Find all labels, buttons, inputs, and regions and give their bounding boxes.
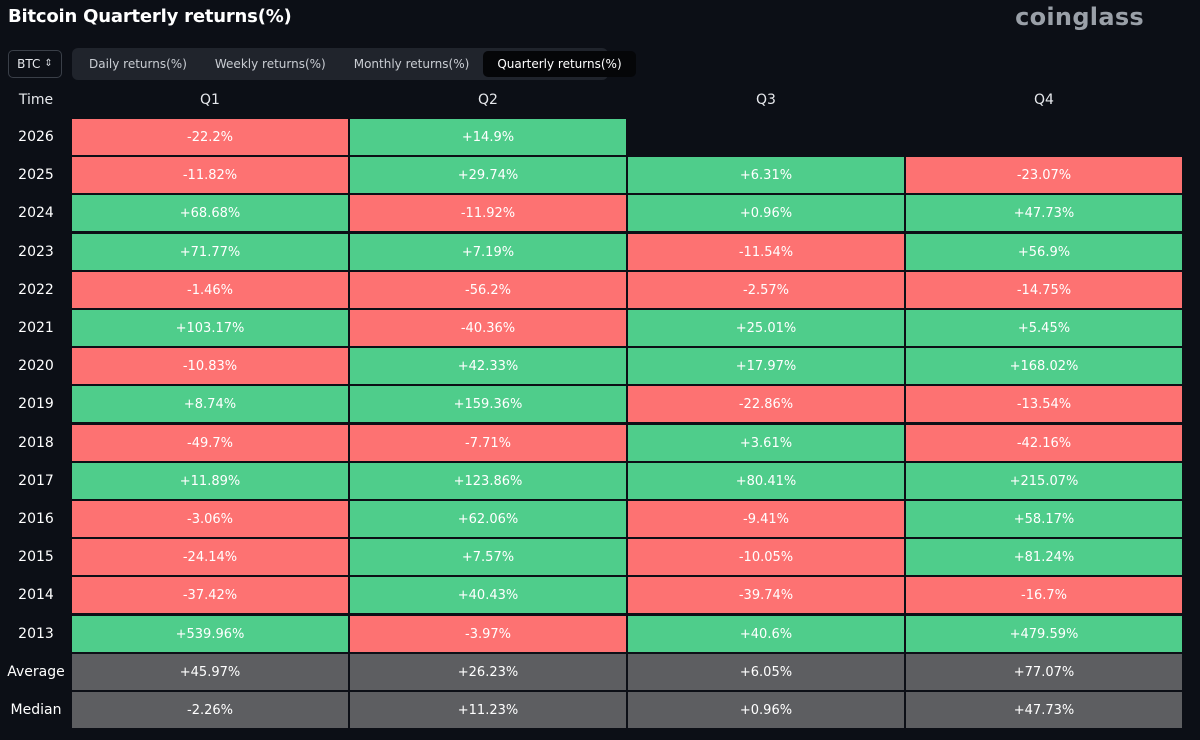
return-cell: +8.74%	[72, 386, 348, 422]
summary-cell: -2.26%	[72, 692, 348, 728]
quarter-column-header: Q3	[756, 92, 776, 108]
year-row-label: 2013	[18, 626, 54, 642]
return-cell: -23.07%	[906, 157, 1182, 193]
page-title: Bitcoin Quarterly returns(%)	[8, 6, 292, 27]
return-cell: -56.2%	[350, 272, 626, 308]
return-cell: +40.6%	[628, 616, 904, 652]
return-cell: -3.06%	[72, 501, 348, 537]
return-cell: +11.89%	[72, 463, 348, 499]
quarter-column-header: Q2	[478, 92, 498, 108]
summary-row-label: Average	[7, 664, 65, 680]
year-row-label: 2017	[18, 473, 54, 489]
quarter-column-header: Q1	[200, 92, 220, 108]
return-cell: -2.57%	[628, 272, 904, 308]
return-cell: +539.96%	[72, 616, 348, 652]
year-row-label: 2016	[18, 511, 54, 527]
return-cell: +68.68%	[72, 195, 348, 231]
summary-cell: +26.23%	[350, 654, 626, 690]
return-cell: +103.17%	[72, 310, 348, 346]
year-row-label: 2019	[18, 396, 54, 412]
asset-select[interactable]: BTC ⇕	[8, 50, 62, 78]
return-cell: +81.24%	[906, 539, 1182, 575]
return-cell: +40.43%	[350, 577, 626, 613]
return-cell: -16.7%	[906, 577, 1182, 613]
summary-cell: +45.97%	[72, 654, 348, 690]
return-cell: -22.86%	[628, 386, 904, 422]
return-cell: +7.57%	[350, 539, 626, 575]
return-cell: -22.2%	[72, 119, 348, 155]
year-row-label: 2020	[18, 358, 54, 374]
return-cell: -10.83%	[72, 348, 348, 384]
return-cell: -11.92%	[350, 195, 626, 231]
brand-logo: coinglass	[1015, 3, 1144, 31]
asset-select-value: BTC	[17, 57, 41, 71]
return-cell: -9.41%	[628, 501, 904, 537]
summary-cell: +77.07%	[906, 654, 1182, 690]
return-cell: +29.74%	[350, 157, 626, 193]
return-cell: -11.54%	[628, 234, 904, 270]
tab-weekly-returns[interactable]: Weekly returns(%)	[214, 57, 326, 71]
return-cell: -10.05%	[628, 539, 904, 575]
return-cell: +7.19%	[350, 234, 626, 270]
year-row-label: 2015	[18, 549, 54, 565]
return-cell: -13.54%	[906, 386, 1182, 422]
year-row-label: 2024	[18, 205, 54, 221]
year-row-label: 2025	[18, 167, 54, 183]
return-cell: +6.31%	[628, 157, 904, 193]
return-cell: +123.86%	[350, 463, 626, 499]
return-cell: +80.41%	[628, 463, 904, 499]
year-row-label: 2021	[18, 320, 54, 336]
return-cell: +168.02%	[906, 348, 1182, 384]
return-cell: +17.97%	[628, 348, 904, 384]
returns-period-tabs: Daily returns(%) Weekly returns(%) Month…	[72, 48, 636, 80]
year-row-label: 2022	[18, 282, 54, 298]
tab-monthly-returns[interactable]: Monthly returns(%)	[353, 57, 470, 71]
return-cell: -40.36%	[350, 310, 626, 346]
return-cell: -37.42%	[72, 577, 348, 613]
return-cell: +47.73%	[906, 195, 1182, 231]
year-row-label: 2018	[18, 435, 54, 451]
return-cell: +14.9%	[350, 119, 626, 155]
return-cell: -7.71%	[350, 425, 626, 461]
return-cell: +215.07%	[906, 463, 1182, 499]
year-row-label: 2026	[18, 129, 54, 145]
return-cell: -39.74%	[628, 577, 904, 613]
summary-row-label: Median	[10, 702, 62, 718]
year-row-label: 2023	[18, 244, 54, 260]
return-cell: -49.7%	[72, 425, 348, 461]
return-cell: -24.14%	[72, 539, 348, 575]
return-cell: +56.9%	[906, 234, 1182, 270]
return-cell: +58.17%	[906, 501, 1182, 537]
time-column-header: Time	[18, 92, 54, 108]
return-cell: +42.33%	[350, 348, 626, 384]
up-down-chevron-icon: ⇕	[44, 58, 53, 69]
return-cell: -14.75%	[906, 272, 1182, 308]
summary-cell: +6.05%	[628, 654, 904, 690]
return-cell: -42.16%	[906, 425, 1182, 461]
return-cell: -11.82%	[72, 157, 348, 193]
return-cell: +479.59%	[906, 616, 1182, 652]
return-cell: +62.06%	[350, 501, 626, 537]
return-cell: -1.46%	[72, 272, 348, 308]
return-cell: +25.01%	[628, 310, 904, 346]
summary-cell: +0.96%	[628, 692, 904, 728]
summary-cell: +11.23%	[350, 692, 626, 728]
return-cell: +159.36%	[350, 386, 626, 422]
return-cell: +71.77%	[72, 234, 348, 270]
return-cell: -3.97%	[350, 616, 626, 652]
return-cell: +0.96%	[628, 195, 904, 231]
return-cell: +5.45%	[906, 310, 1182, 346]
summary-cell: +47.73%	[906, 692, 1182, 728]
return-cell: +3.61%	[628, 425, 904, 461]
year-row-label: 2014	[18, 587, 54, 603]
tab-daily-returns[interactable]: Daily returns(%)	[89, 57, 187, 71]
tab-quarterly-returns[interactable]: Quarterly returns(%)	[483, 51, 636, 77]
quarter-column-header: Q4	[1034, 92, 1054, 108]
